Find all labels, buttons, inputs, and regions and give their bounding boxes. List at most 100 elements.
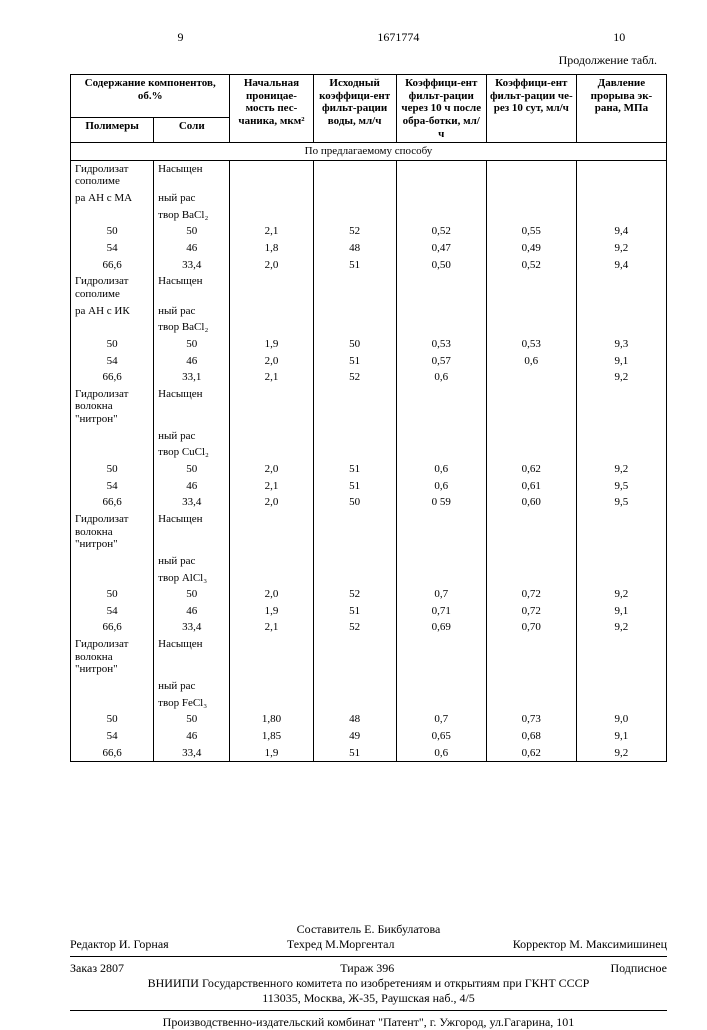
table-row: 54461,85490,650,689,1 <box>71 728 667 745</box>
cell-polymer: 50 <box>71 711 154 728</box>
table-row: 50501,9500,530,539,3 <box>71 336 667 353</box>
table-row: 66,633,42,1520,690,709,2 <box>71 619 667 636</box>
table-row: 50502,1520,520,559,4 <box>71 223 667 240</box>
cell-10d: 0,72 <box>486 603 576 620</box>
footer: Составитель Е. Бикбулатова Редактор И. Г… <box>70 922 667 1030</box>
cell-press: 9,5 <box>576 494 666 511</box>
cell-press: 9,2 <box>576 619 666 636</box>
polymer-label: Гидролизат волокна "нитрон" <box>71 511 154 553</box>
cell-10d: 0,62 <box>486 461 576 478</box>
cell-10d: 0,68 <box>486 728 576 745</box>
cell-perm: 1,85 <box>230 728 313 745</box>
salt-label: твор BaCl₂ <box>154 319 230 336</box>
cell-perm: 2,1 <box>230 369 313 386</box>
header-initial-coef: Исходный коэффици-ент фильт-рации воды, … <box>313 75 396 143</box>
footer-techred: Техред М.Моргентал <box>287 937 395 952</box>
cell-init: 51 <box>313 257 396 274</box>
salt-label: ный рас <box>154 190 230 207</box>
cell-init: 52 <box>313 223 396 240</box>
cell-salt: 33,4 <box>154 619 230 636</box>
cell-init: 48 <box>313 711 396 728</box>
cell-polymer: 50 <box>71 223 154 240</box>
cell-polymer: 50 <box>71 586 154 603</box>
cell-perm: 2,0 <box>230 586 313 603</box>
cell-salt: 50 <box>154 336 230 353</box>
cell-10h: 0,6 <box>396 461 486 478</box>
cell-10d: 0,53 <box>486 336 576 353</box>
header-permeability: Начальная проницае-мость пес-чаника, мкм… <box>230 75 313 143</box>
table-row: 54461,9510,710,729,1 <box>71 603 667 620</box>
cell-10h: 0,50 <box>396 257 486 274</box>
header-salts: Соли <box>154 118 230 143</box>
salt-label: ный рас <box>154 678 230 695</box>
cell-10d: 0,49 <box>486 240 576 257</box>
cell-init: 52 <box>313 586 396 603</box>
cell-press: 9,2 <box>576 586 666 603</box>
footer-prod: Производственно-издательский комбинат "П… <box>70 1015 667 1030</box>
cell-salt: 33,4 <box>154 494 230 511</box>
cell-salt: 50 <box>154 461 230 478</box>
cell-10d: 0,72 <box>486 586 576 603</box>
cell-10d: 0,73 <box>486 711 576 728</box>
cell-perm: 2,1 <box>230 619 313 636</box>
cell-10h: 0,53 <box>396 336 486 353</box>
salt-label: Насыщен <box>154 386 230 428</box>
cell-10d: 0,55 <box>486 223 576 240</box>
cell-10d: 0,62 <box>486 745 576 762</box>
header-coef-10h: Коэффици-ент фильт-рации через 10 ч посл… <box>396 75 486 143</box>
table-row: 50502,0520,70,729,2 <box>71 586 667 603</box>
table-row: 66,633,42,0500 590,609,5 <box>71 494 667 511</box>
cell-press: 9,4 <box>576 223 666 240</box>
cell-10h: 0,65 <box>396 728 486 745</box>
polymer-label <box>71 444 154 461</box>
cell-perm: 2,0 <box>230 461 313 478</box>
cell-10d: 0,6 <box>486 353 576 370</box>
cell-polymer: 50 <box>71 461 154 478</box>
cell-polymer: 66,6 <box>71 494 154 511</box>
cell-polymer: 54 <box>71 728 154 745</box>
cell-perm: 1,9 <box>230 745 313 762</box>
cell-press: 9,3 <box>576 336 666 353</box>
polymer-label <box>71 570 154 587</box>
cell-perm: 2,0 <box>230 494 313 511</box>
cell-salt: 46 <box>154 240 230 257</box>
salt-label: твор CuCl₂ <box>154 444 230 461</box>
polymer-label <box>71 678 154 695</box>
salt-label: ный рас <box>154 553 230 570</box>
cell-press: 9,2 <box>576 369 666 386</box>
cell-press: 9,2 <box>576 461 666 478</box>
cell-10h: 0,47 <box>396 240 486 257</box>
footer-editor: Редактор И. Горная <box>70 937 169 952</box>
cell-10h: 0,6 <box>396 478 486 495</box>
cell-polymer: 54 <box>71 240 154 257</box>
cell-10d: 0,60 <box>486 494 576 511</box>
cell-10h: 0,7 <box>396 711 486 728</box>
polymer-label <box>71 319 154 336</box>
polymer-label: Гидролизат сополиме <box>71 273 154 302</box>
cell-10d: 0,61 <box>486 478 576 495</box>
polymer-label: Гидролизат волокна "нитрон" <box>71 386 154 428</box>
header-coef-10d: Коэффици-ент фильт-рации че-рез 10 сут, … <box>486 75 576 143</box>
polymer-label <box>71 695 154 712</box>
cell-perm: 2,1 <box>230 478 313 495</box>
salt-label: Насыщен <box>154 273 230 302</box>
cell-salt: 50 <box>154 223 230 240</box>
cell-perm: 1,9 <box>230 336 313 353</box>
polymer-label <box>71 207 154 224</box>
page-right: 10 <box>613 30 625 45</box>
salt-label: ный рас <box>154 303 230 320</box>
continuation-label: Продолжение табл. <box>70 53 657 68</box>
cell-polymer: 66,6 <box>71 369 154 386</box>
cell-10d <box>486 369 576 386</box>
table-row: 54461,8480,470,499,2 <box>71 240 667 257</box>
data-table: Содержание компонентов, об.% Начальная п… <box>70 74 667 762</box>
cell-perm: 2,1 <box>230 223 313 240</box>
cell-salt: 33,1 <box>154 369 230 386</box>
cell-press: 9,2 <box>576 745 666 762</box>
cell-polymer: 54 <box>71 353 154 370</box>
polymer-label <box>71 428 154 445</box>
table-row: 66,633,42,0510,500,529,4 <box>71 257 667 274</box>
cell-10h: 0 59 <box>396 494 486 511</box>
cell-10h: 0,6 <box>396 745 486 762</box>
polymer-label: ра АН с МА <box>71 190 154 207</box>
